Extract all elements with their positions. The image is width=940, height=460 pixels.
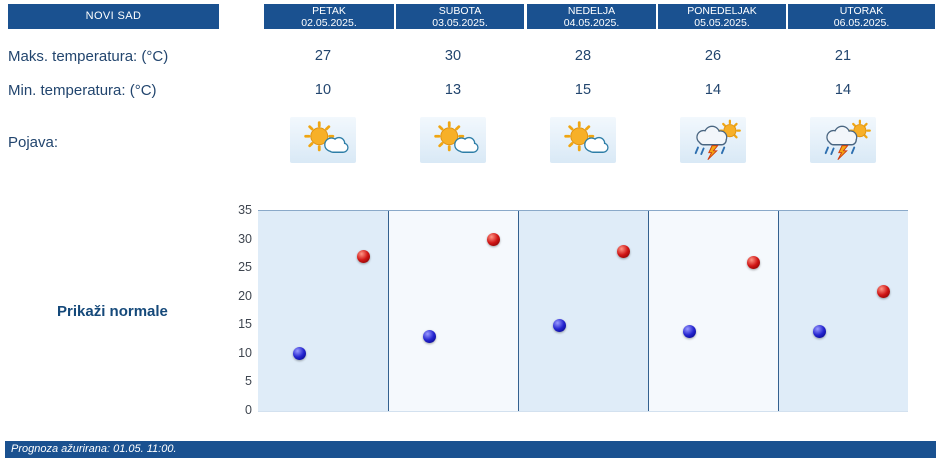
chart-day-band: [778, 211, 908, 411]
station-header: NOVI SAD: [8, 4, 219, 29]
max-temp-dot: [357, 250, 371, 264]
y-axis-tick-label: 0: [245, 403, 252, 417]
update-bar: Prognoza ažurirana: 01.05. 11:00.: [5, 441, 936, 458]
min-temp-dot: [553, 318, 567, 332]
max-temp-value: 30: [444, 48, 462, 64]
chart-day-separator: [388, 211, 389, 411]
min-temp-value: 10: [314, 82, 332, 98]
day-header-utorak: UTORAK 06.05.2025.: [788, 4, 935, 29]
pojava-label: Pojava:: [8, 134, 59, 151]
y-axis-tick-label: 20: [238, 288, 252, 303]
max-temp-dot: [747, 255, 761, 269]
max-temp-value: 28: [574, 48, 592, 64]
show-normals-link[interactable]: Prikaži normale: [57, 303, 168, 320]
sun-cloud-icon: [304, 121, 349, 153]
day-date: 02.05.2025.: [301, 17, 357, 29]
day-name: UTORAK: [839, 5, 884, 17]
weather-icon-tile: [680, 117, 746, 163]
weather-icon-tile: [420, 117, 486, 163]
min-temp-value: 14: [704, 82, 722, 98]
chart-day-band: [258, 211, 388, 411]
min-temp-value: 14: [834, 82, 852, 98]
y-axis-tick-label: 5: [245, 374, 252, 389]
y-axis-tick-label: 15: [238, 317, 252, 332]
max-temp-dot: [487, 233, 501, 247]
max-temp-dot: [617, 244, 631, 258]
max-temp-label: Maks. temperatura: (°C): [8, 48, 169, 65]
update-timestamp: Prognoza ažurirana: 01.05. 11:00.: [11, 443, 177, 455]
min-temp-dot: [423, 330, 437, 344]
max-temp-dot: [877, 284, 891, 298]
min-temp-value: 13: [444, 82, 462, 98]
day-name: PETAK: [312, 5, 346, 17]
min-temp-dot: [813, 324, 827, 338]
min-temp-dot: [293, 347, 307, 361]
day-date: 05.05.2025.: [694, 17, 750, 29]
day-name: PONEDELJAK: [687, 5, 757, 17]
chart-day-band: [518, 211, 648, 411]
chart-day-separator: [778, 211, 779, 411]
weather-icon-tile: [550, 117, 616, 163]
weather-icon-tile: [290, 117, 356, 163]
sun-cloud-icon: [434, 121, 479, 153]
chart-day-band: [648, 211, 778, 411]
chart-plot: [258, 210, 908, 412]
day-date: 06.05.2025.: [833, 17, 890, 29]
storm-icon: [694, 119, 741, 161]
y-axis-tick-label: 10: [238, 345, 252, 360]
y-axis-tick-label: 35: [238, 203, 252, 217]
day-date: 03.05.2025.: [432, 17, 488, 29]
day-date: 04.05.2025.: [563, 17, 620, 29]
day-header-nedelja: NEDELJA 04.05.2025.: [527, 4, 656, 29]
min-temp-label: Min. temperatura: (°C): [8, 82, 157, 99]
y-axis-tick-label: 25: [238, 260, 252, 275]
day-header-petak: PETAK 02.05.2025.: [264, 4, 394, 29]
min-temp-dot: [683, 324, 697, 338]
chart-day-separator: [648, 211, 649, 411]
day-header-ponedeljak: PONEDELJAK 05.05.2025.: [658, 4, 786, 29]
min-temp-value: 15: [574, 82, 592, 98]
weather-icon-tile: [810, 117, 876, 163]
day-name: NEDELJA: [567, 5, 616, 17]
chart-day-separator: [518, 211, 519, 411]
sun-cloud-icon: [564, 121, 609, 153]
day-name: SUBOTA: [438, 5, 482, 17]
max-temp-value: 21: [834, 48, 852, 64]
max-temp-value: 26: [704, 48, 722, 64]
storm-icon: [824, 119, 871, 161]
max-temp-value: 27: [314, 48, 332, 64]
temperature-chart: 0 5 10 15 20 25 30 35: [226, 203, 908, 417]
chart-y-axis: 0 5 10 15 20 25 30 35: [226, 203, 252, 417]
day-header-subota: SUBOTA 03.05.2025.: [396, 4, 524, 29]
y-axis-tick-label: 30: [238, 231, 252, 246]
